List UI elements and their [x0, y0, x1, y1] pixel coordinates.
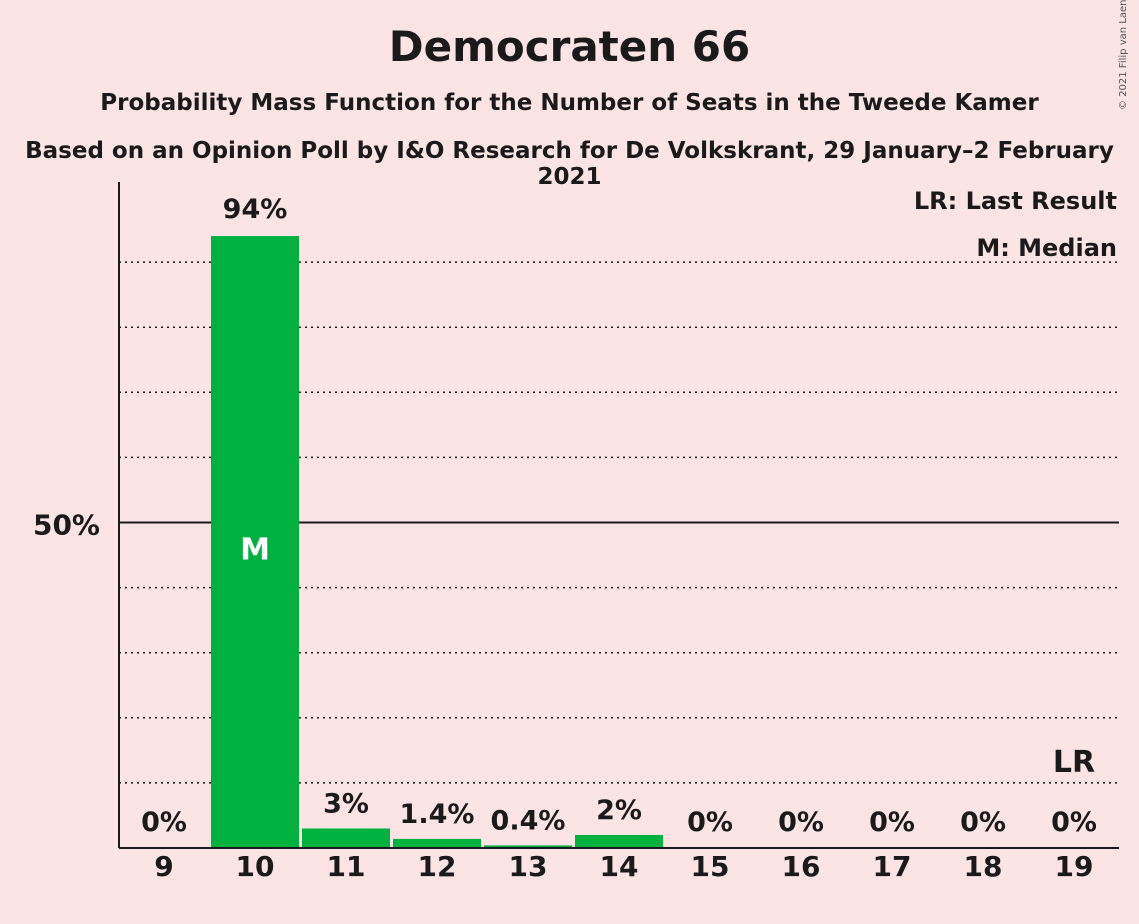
legend-last-result: LR: Last Result — [914, 187, 1117, 215]
x-tick-label-12: 12 — [418, 850, 457, 883]
bar-10 — [211, 236, 299, 848]
x-tick-label-13: 13 — [509, 850, 548, 883]
value-label-14: 2% — [596, 795, 642, 826]
x-tick-label-9: 9 — [154, 850, 173, 883]
bar-11 — [302, 828, 390, 848]
median-marker: M — [240, 533, 270, 568]
x-tick-label-15: 15 — [691, 850, 730, 883]
legend-median: M: Median — [976, 234, 1117, 262]
value-label-10: 94% — [223, 194, 288, 225]
value-label-16: 0% — [778, 807, 824, 838]
chart-subtitle: Probability Mass Function for the Number… — [100, 90, 1039, 116]
value-label-18: 0% — [960, 807, 1006, 838]
x-tick-label-18: 18 — [964, 850, 1003, 883]
chart-title: Democraten 66 — [388, 22, 751, 71]
x-tick-label-10: 10 — [236, 850, 275, 883]
value-label-11: 3% — [323, 788, 369, 819]
bar-14 — [575, 834, 663, 848]
value-label-13: 0.4% — [491, 805, 566, 836]
x-tick-label-19: 19 — [1055, 850, 1094, 883]
chart-source-subtitle: Based on an Opinion Poll by I&O Research… — [25, 138, 1114, 190]
x-tick-label-16: 16 — [782, 850, 821, 883]
y-tick-label-50: 50% — [33, 509, 100, 542]
bars — [211, 236, 663, 848]
bar-12 — [393, 838, 481, 848]
bar-13 — [484, 845, 572, 848]
x-tick-label-17: 17 — [873, 850, 912, 883]
value-label-12: 1.4% — [400, 799, 475, 830]
labels: 0% 9 94% 10 M 3% 11 1.4% 12 0.4% 13 2% 14 0% 15 0% 16 0% 1… — [141, 194, 1097, 883]
last-result-marker: LR — [1053, 745, 1095, 780]
x-tick-label-14: 14 — [600, 850, 639, 883]
value-label-15: 0% — [687, 807, 733, 838]
value-label-17: 0% — [869, 807, 915, 838]
gridlines: 50% — [33, 261, 1119, 784]
value-label-9: 0% — [141, 807, 187, 838]
x-tick-label-11: 11 — [327, 850, 366, 883]
value-label-19: 0% — [1051, 807, 1097, 838]
